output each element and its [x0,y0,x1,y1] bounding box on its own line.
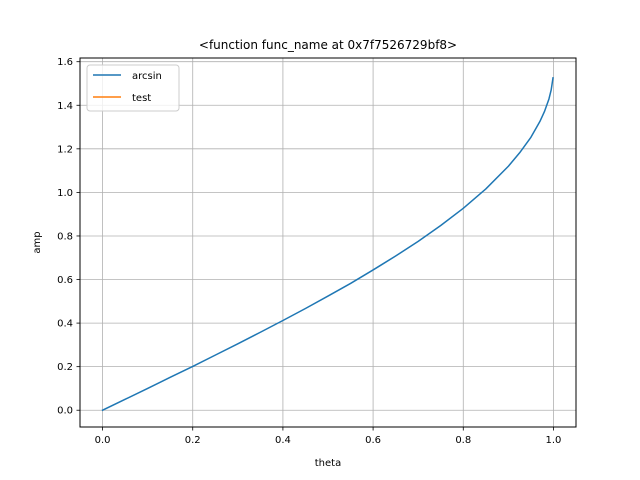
y-tick-label: 1.0 [57,188,73,199]
ticks: 0.0 0.2 0.4 0.6 0.8 1.0 0.0 0.2 0.4 0.6 0.8 1.0 1.2 1… [57,57,561,446]
y-tick-label: 0.2 [57,362,73,373]
chart-title: <function func_name at 0x7f7526729bf8> [199,38,457,52]
y-tick-label: 1.6 [57,57,73,68]
y-tick-label: 1.4 [57,101,73,112]
y-tick-label: 0.8 [57,231,73,242]
legend-label-arcsin: arcsin [132,71,162,82]
grid [80,58,576,427]
plot-frame [79,57,577,428]
x-tick-label: 0.2 [185,435,201,446]
x-axis-label: theta [315,458,341,469]
x-tick-label: 1.0 [546,435,562,446]
y-tick-label: 0.4 [57,319,73,330]
y-tick-label: 0.6 [57,275,73,286]
y-tick-label: 0.0 [57,406,73,417]
y-tick-label: 1.2 [57,144,73,155]
x-tick-label: 0.0 [95,435,111,446]
series-line-arcsin [101,76,554,412]
legend-box [86,64,180,112]
y-axis-label: amp [32,231,43,253]
x-tick-label: 0.6 [365,435,381,446]
series-layer [101,76,554,412]
x-tick-label: 0.8 [455,435,471,446]
legend: arcsin test [86,64,180,112]
x-tick-label: 0.4 [275,435,291,446]
legend-label-test: test [132,93,151,104]
